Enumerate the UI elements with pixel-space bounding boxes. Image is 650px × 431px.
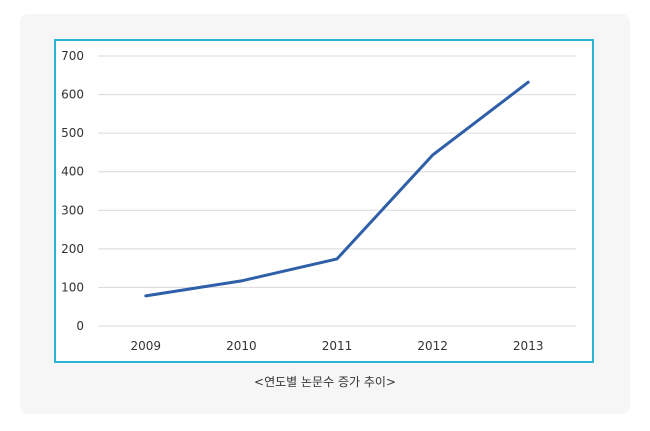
y-tick-label: 100 <box>61 280 84 294</box>
chart-caption: <연도별 논문수 증가 추이> <box>254 375 396 389</box>
y-tick-label: 200 <box>61 242 84 256</box>
x-tick-label: 2013 <box>513 339 544 353</box>
x-tick-label: 2012 <box>417 339 448 353</box>
x-axis-ticks: 2009 2010 2011 2012 2013 <box>131 339 544 353</box>
y-tick-label: 400 <box>61 165 84 179</box>
y-tick-label: 300 <box>61 203 84 217</box>
x-tick-label: 2010 <box>226 339 257 353</box>
y-tick-label: 500 <box>61 126 84 140</box>
y-tick-label: 600 <box>61 88 84 102</box>
grid-lines <box>98 55 576 327</box>
y-axis-ticks: 0 100 200 300 400 500 600 700 <box>61 49 84 333</box>
y-tick-label: 0 <box>76 319 84 333</box>
series-layer <box>144 80 530 298</box>
chart-frame <box>54 39 594 363</box>
x-tick-label: 2011 <box>322 339 353 353</box>
y-tick-label: 700 <box>61 49 84 63</box>
x-tick-label: 2009 <box>131 339 162 353</box>
series-line <box>144 80 530 298</box>
